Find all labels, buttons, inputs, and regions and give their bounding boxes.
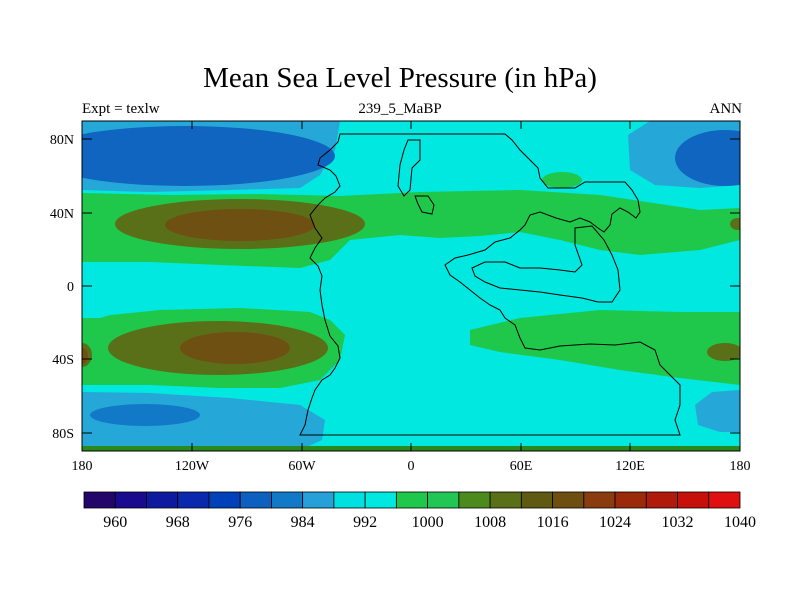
- colorbar-swatch: [677, 491, 710, 509]
- colorbar-label: 984: [291, 514, 315, 531]
- field-1016-east-high: [730, 218, 740, 230]
- field-1016-southeast-high: [707, 343, 740, 361]
- experiment-label: Expt = texlw: [82, 101, 160, 117]
- field-1008-southeast-belt: [470, 310, 740, 385]
- period-label: 239_5_MaBP: [358, 101, 442, 117]
- lon-label-180e: 180: [730, 459, 751, 474]
- colorbar-label: 960: [103, 514, 127, 531]
- colorbar-swatch: [364, 491, 397, 509]
- lon-label-0: 0: [408, 459, 415, 474]
- field-984-south-low: [90, 404, 200, 426]
- field-992-southeast: [695, 390, 740, 432]
- colorbar-swatch: [146, 491, 179, 509]
- colorbar-label: 1032: [662, 514, 694, 531]
- lat-label-40n: 40N: [50, 207, 74, 222]
- colorbar-swatch: [114, 491, 147, 509]
- lon-label-120w: 120W: [175, 459, 210, 474]
- lon-label-60e: 60E: [510, 459, 533, 474]
- colorbar-swatch: [83, 491, 116, 509]
- pressure-field: [82, 121, 740, 451]
- colorbar-label: 1040: [724, 514, 756, 531]
- colorbar-swatch: [427, 491, 460, 509]
- colorbar-label: 976: [228, 514, 252, 531]
- colorbar-swatch: [708, 491, 741, 509]
- colorbar-labels: 960 968 976 984 992 1000 1008 1016 1024 1032 1040: [103, 514, 756, 531]
- colorbar-swatch: [177, 491, 210, 509]
- lon-label-60w: 60W: [288, 459, 316, 474]
- colorbar-swatch: [489, 491, 522, 509]
- colorbar-label: 1024: [599, 514, 631, 531]
- colorbar-swatch: [239, 491, 272, 509]
- lat-label-0: 0: [67, 280, 74, 295]
- field-1000-equatorial-west: [82, 262, 158, 318]
- lat-label-80n: 80N: [50, 133, 74, 148]
- north-block-outline: [397, 139, 421, 197]
- colorbar-swatch: [614, 491, 647, 509]
- map-title: Mean Sea Level Pressure (in hPa): [203, 62, 597, 94]
- lat-label-80s: 80S: [52, 427, 74, 442]
- colorbar-swatch: [271, 491, 304, 509]
- season-label: ANN: [709, 101, 743, 117]
- colorbar-label: 1008: [474, 514, 506, 531]
- colorbar-swatch: [333, 491, 366, 509]
- colorbar: [83, 491, 741, 509]
- colorbar-swatch: [302, 491, 335, 509]
- field-984-northeast-low: [675, 130, 740, 186]
- field-1024-southwest-core: [82, 348, 88, 364]
- colorbar-label: 992: [353, 514, 377, 531]
- lat-label-40s: 40S: [52, 353, 74, 368]
- field-984-north-low: [82, 126, 335, 186]
- colorbar-label: 1016: [537, 514, 569, 531]
- colorbar-swatch: [645, 491, 678, 509]
- colorbar-swatch: [395, 491, 429, 509]
- tethys-gulf-outline: [414, 195, 435, 215]
- lon-label-180w: 180: [72, 459, 93, 474]
- continent-outline: [299, 133, 681, 436]
- lon-label-120e: 120E: [615, 459, 645, 474]
- field-1024-south-core: [180, 332, 290, 364]
- colorbar-label: 968: [166, 514, 190, 531]
- colorbar-swatch: [458, 491, 491, 509]
- field-1024-north-core: [165, 209, 315, 241]
- field-1008-northeast-bump: [542, 172, 582, 188]
- colorbar-swatch: [583, 491, 616, 509]
- lat-ticks: [82, 138, 740, 434]
- inland-sea-outline: [471, 225, 621, 303]
- colorbar-swatch: [208, 491, 241, 509]
- lon-ticks: [191, 121, 631, 451]
- colorbar-label: 1000: [412, 514, 444, 531]
- colorbar-swatch: [552, 491, 585, 509]
- colorbar-swatch: [520, 491, 553, 509]
